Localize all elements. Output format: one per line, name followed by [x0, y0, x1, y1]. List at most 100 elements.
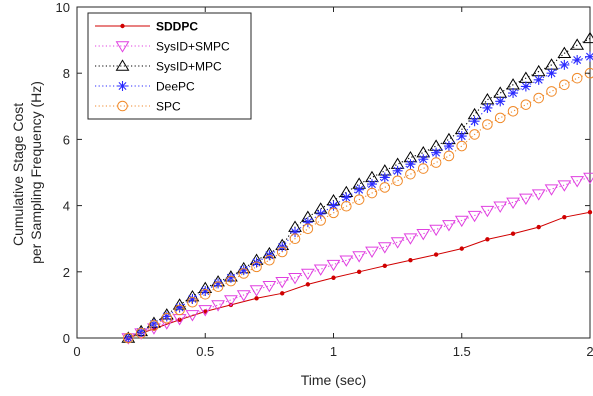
data-point	[506, 197, 520, 209]
legend-label: DeePC	[156, 80, 195, 94]
data-point	[403, 233, 418, 245]
data-point	[187, 293, 198, 304]
data-point	[382, 263, 387, 269]
data-point	[536, 224, 541, 230]
data-point	[198, 305, 213, 317]
data-point	[211, 300, 225, 312]
data-point	[177, 317, 182, 322]
data-point	[187, 296, 198, 308]
x-axis-label: Time (sec)	[301, 372, 367, 388]
data-point	[236, 290, 251, 302]
data-point	[289, 233, 301, 244]
data-point	[508, 88, 519, 99]
x-tick-label: 2	[586, 344, 593, 359]
data-point	[352, 251, 367, 263]
data-point	[174, 302, 185, 313]
data-point	[280, 291, 285, 296]
data-point	[212, 281, 224, 292]
legend-entry: SysID+SMPC	[95, 40, 230, 54]
data-point	[117, 100, 128, 112]
x-tick-label: 1	[330, 344, 337, 359]
y-tick-label: 8	[63, 66, 70, 81]
data-point	[392, 165, 403, 176]
data-point	[115, 59, 130, 71]
x-tick-label: 0	[73, 344, 80, 359]
data-point	[135, 327, 147, 339]
data-point	[339, 255, 354, 267]
data-point	[199, 289, 211, 300]
legend-box	[87, 12, 252, 120]
data-point	[238, 265, 249, 276]
x-tick-label: 0.5	[196, 344, 214, 359]
ticks-layer: 0 0.5 1 1.5 2 0 2 4 6 8 10	[56, 0, 593, 359]
y-tick-label: 10	[56, 0, 70, 15]
data-point	[485, 237, 490, 242]
data-point	[585, 51, 593, 62]
data-point	[531, 189, 546, 201]
x-tick-label: 1.5	[453, 344, 471, 359]
data-point	[161, 311, 172, 322]
data-point	[315, 208, 326, 219]
data-point	[379, 182, 391, 193]
series-line	[128, 72, 591, 339]
data-point	[443, 150, 455, 162]
data-point	[456, 131, 467, 142]
y-axis-label-line-1: Cumulative Stage Cost	[10, 103, 26, 246]
legend-label: SDDPC	[156, 20, 198, 34]
data-point	[238, 268, 250, 279]
legend-label: SPC	[156, 100, 181, 114]
data-point	[148, 319, 159, 330]
data-point	[300, 268, 315, 281]
data-point	[365, 246, 379, 258]
data-point	[275, 277, 290, 289]
data-point	[174, 304, 185, 316]
data-point	[123, 332, 134, 344]
data-point	[341, 192, 352, 203]
data-point	[225, 272, 236, 283]
data-point	[570, 176, 585, 188]
data-point	[518, 193, 533, 205]
y-tick-label: 6	[63, 132, 70, 147]
data-point	[587, 210, 593, 215]
data-point	[493, 201, 508, 213]
data-point	[136, 327, 147, 338]
data-point	[264, 254, 275, 266]
legend-label: SysID+MPC	[156, 60, 222, 74]
data-point	[328, 207, 339, 219]
data-point	[200, 285, 211, 296]
data-point	[356, 269, 362, 274]
legend-label: SysID+SMPC	[156, 40, 230, 54]
data-point	[148, 320, 160, 331]
data-point	[302, 223, 314, 235]
data-point	[559, 59, 570, 70]
data-point	[203, 309, 208, 314]
data-point	[225, 275, 237, 287]
data-point	[469, 116, 480, 127]
data-point	[185, 310, 200, 322]
data-point	[341, 200, 352, 212]
data-point	[290, 227, 301, 238]
data-point	[562, 214, 567, 220]
data-point	[507, 105, 519, 117]
data-point	[276, 246, 288, 258]
data-point	[262, 281, 277, 293]
data-point	[431, 147, 442, 158]
data-point	[418, 154, 429, 165]
data-point	[302, 217, 313, 228]
data-point	[326, 259, 341, 272]
data-point	[249, 285, 264, 297]
data-point	[454, 215, 469, 228]
data-point	[433, 252, 439, 257]
series-layer	[121, 31, 593, 345]
data-point	[583, 31, 593, 44]
data-point	[570, 38, 585, 50]
data-point	[533, 92, 545, 104]
data-point	[213, 278, 224, 289]
data-point	[520, 99, 532, 110]
data-point	[115, 41, 130, 53]
data-point	[557, 180, 572, 192]
data-point	[572, 54, 583, 65]
data-point	[224, 295, 238, 307]
data-point	[379, 172, 390, 183]
